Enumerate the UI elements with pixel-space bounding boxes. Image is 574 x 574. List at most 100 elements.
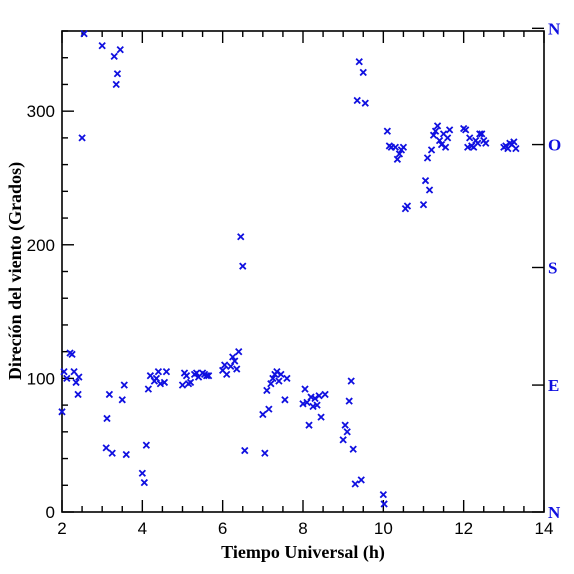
data-point [482, 139, 490, 147]
data-point [466, 134, 474, 142]
data-point [339, 436, 347, 444]
y-tick-label: 200 [27, 236, 55, 255]
data-point [379, 490, 388, 499]
data-point [273, 368, 281, 376]
data-point [74, 390, 82, 399]
data-point [431, 127, 440, 135]
data-point [227, 362, 235, 371]
data-point [204, 372, 213, 380]
data-point [421, 176, 430, 185]
plot-frame [61, 30, 545, 513]
x-tick-label: 8 [298, 519, 307, 538]
data-point [437, 140, 446, 149]
data-point [152, 374, 161, 383]
axis-ticks [61, 27, 545, 513]
x-tick-labels: 2 4 6 8 10 12 14 [57, 519, 553, 538]
data-point [239, 262, 247, 270]
data-point [118, 396, 126, 404]
data-point [237, 233, 245, 241]
compass-labels: N E S O N [548, 19, 561, 522]
data-point [267, 380, 275, 388]
data-point [70, 368, 78, 376]
compass-label: S [548, 258, 557, 277]
data-point [353, 96, 361, 105]
data-point [425, 186, 434, 194]
data-point [75, 373, 83, 381]
data-point [178, 381, 187, 389]
data-point [60, 368, 68, 376]
data-point [120, 381, 128, 389]
data-point [433, 122, 442, 130]
x-tick-label: 6 [218, 519, 227, 538]
data-point [261, 449, 269, 457]
data-point [510, 138, 518, 146]
y-tick-labels: 0 100 200 300 [27, 102, 55, 522]
data-point [162, 368, 171, 376]
data-point [146, 372, 155, 380]
data-point [345, 397, 353, 405]
data-point [116, 46, 124, 54]
x-tick-label: 14 [535, 519, 554, 538]
data-point [108, 449, 116, 457]
x-tick-label: 10 [374, 519, 393, 538]
data-point [317, 413, 325, 421]
data-point [112, 80, 120, 89]
data-point [58, 408, 66, 416]
data-point [160, 378, 169, 387]
data-point [138, 469, 147, 477]
data-point [80, 29, 88, 38]
data-point [361, 99, 369, 107]
data-point [142, 441, 151, 449]
data-point [393, 155, 402, 163]
data-point [263, 386, 271, 395]
data-point [233, 365, 241, 373]
data-point [241, 446, 249, 455]
data-point [383, 127, 392, 135]
data-point [72, 378, 80, 387]
data-point [122, 450, 130, 459]
compass-label: O [548, 136, 561, 155]
data-point [474, 139, 482, 147]
y-axis-title: Direcíón del viento (Grados) [5, 162, 26, 380]
data-point [235, 347, 243, 356]
data-point [283, 374, 291, 383]
data-point [351, 480, 359, 488]
data-point [105, 390, 114, 399]
data-point [419, 201, 428, 209]
x-tick-label: 4 [138, 519, 147, 538]
data-point [380, 500, 388, 508]
data-point [277, 370, 285, 379]
data-point [110, 52, 118, 61]
data-point [341, 421, 349, 429]
data-point [63, 374, 71, 383]
data-point [103, 414, 111, 423]
data-point [154, 368, 163, 376]
data-point [441, 143, 450, 151]
y-tick-label: 0 [46, 503, 55, 522]
data-point [221, 361, 229, 369]
data-point [512, 144, 520, 153]
data-point [462, 126, 470, 134]
data-point [391, 143, 400, 151]
data-point [102, 444, 110, 452]
data-point [68, 350, 76, 359]
data-points [58, 29, 520, 508]
data-point [478, 130, 486, 138]
data-point [427, 146, 436, 154]
data-point [144, 385, 153, 393]
data-point [311, 394, 319, 403]
data-point [403, 202, 412, 210]
compass-label: N [548, 19, 561, 38]
y-tick-label: 300 [27, 102, 55, 121]
data-point [347, 377, 355, 385]
data-point [140, 478, 149, 487]
data-point [423, 154, 432, 162]
data-point [399, 143, 408, 151]
data-point [445, 126, 454, 134]
data-point [275, 377, 283, 385]
data-point [182, 372, 191, 380]
data-point [281, 396, 289, 404]
data-point [186, 378, 195, 387]
data-point [357, 476, 365, 484]
